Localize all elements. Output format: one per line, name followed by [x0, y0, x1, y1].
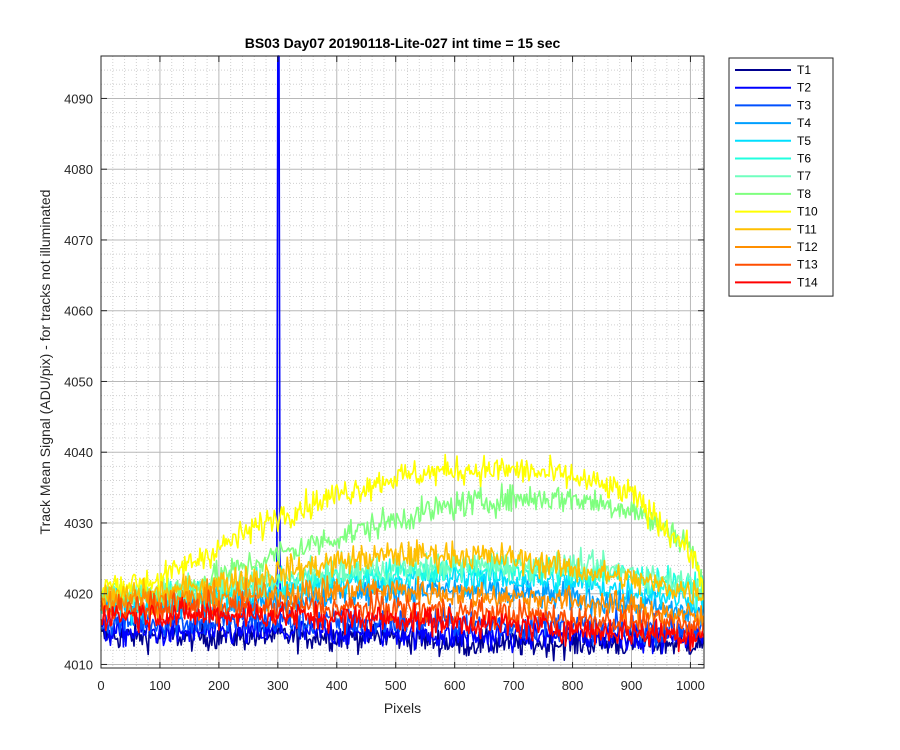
y-tick-label: 4070 [64, 233, 93, 248]
x-tick-label: 0 [97, 678, 104, 693]
y-tick-label: 4050 [64, 374, 93, 389]
x-tick-label: 100 [149, 678, 171, 693]
legend-label-t3: T3 [797, 98, 811, 112]
legend-label-t7: T7 [797, 169, 811, 183]
series-line-t14 [100, 596, 705, 653]
y-tick-label: 4060 [64, 304, 93, 319]
axes: 0 100 200 300 400 500 600 700 800 900 1000 4010 4020… [64, 55, 705, 693]
x-tick-label: 700 [503, 678, 525, 693]
plot-frame [100, 55, 705, 669]
x-tick-label: 900 [621, 678, 643, 693]
series-lines [100, 55, 705, 662]
y-tick-label: 4020 [64, 587, 93, 602]
x-tick-label: 400 [326, 678, 348, 693]
x-tick-label: 1000 [676, 678, 705, 693]
y-tick-label: 4030 [64, 516, 93, 531]
legend-label-t12: T12 [797, 240, 818, 254]
legend-label-t10: T10 [797, 205, 818, 219]
y-tick-label: 4010 [64, 657, 93, 672]
legend-label-t8: T8 [797, 187, 811, 201]
y-tick-label: 4080 [64, 162, 93, 177]
y-tick-label: 4040 [64, 445, 93, 460]
x-tick-label: 800 [562, 678, 584, 693]
x-tick-label: 200 [208, 678, 230, 693]
chart-title: BS03 Day07 20190118-Lite-027 int time = … [245, 35, 561, 51]
x-tick-label: 500 [385, 678, 407, 693]
series-line-t12 [100, 575, 705, 627]
legend-label-t11: T11 [797, 222, 817, 236]
legend-label-t13: T13 [797, 258, 818, 272]
legend-label-t4: T4 [797, 116, 811, 130]
legend-label-t2: T2 [797, 81, 811, 95]
x-tick-label: 300 [267, 678, 289, 693]
legend-label-t5: T5 [797, 134, 811, 148]
legend-label-t1: T1 [797, 63, 811, 77]
y-axis-label: Track Mean Signal (ADU/pix) - for tracks… [37, 190, 53, 535]
legend-label-t14: T14 [797, 275, 818, 289]
legend-label-t6: T6 [797, 152, 811, 166]
x-axis-label: Pixels [384, 700, 421, 716]
x-tick-label: 600 [444, 678, 466, 693]
legend: T1 T2 T3 T4 T5 T6 T7 T8 T10 T11 T12 T13 T14 [728, 57, 834, 297]
series-line-t11 [100, 539, 705, 612]
series-line-t2 [100, 55, 705, 655]
series-line-t10 [100, 453, 705, 605]
y-tick-label: 4090 [64, 91, 93, 106]
